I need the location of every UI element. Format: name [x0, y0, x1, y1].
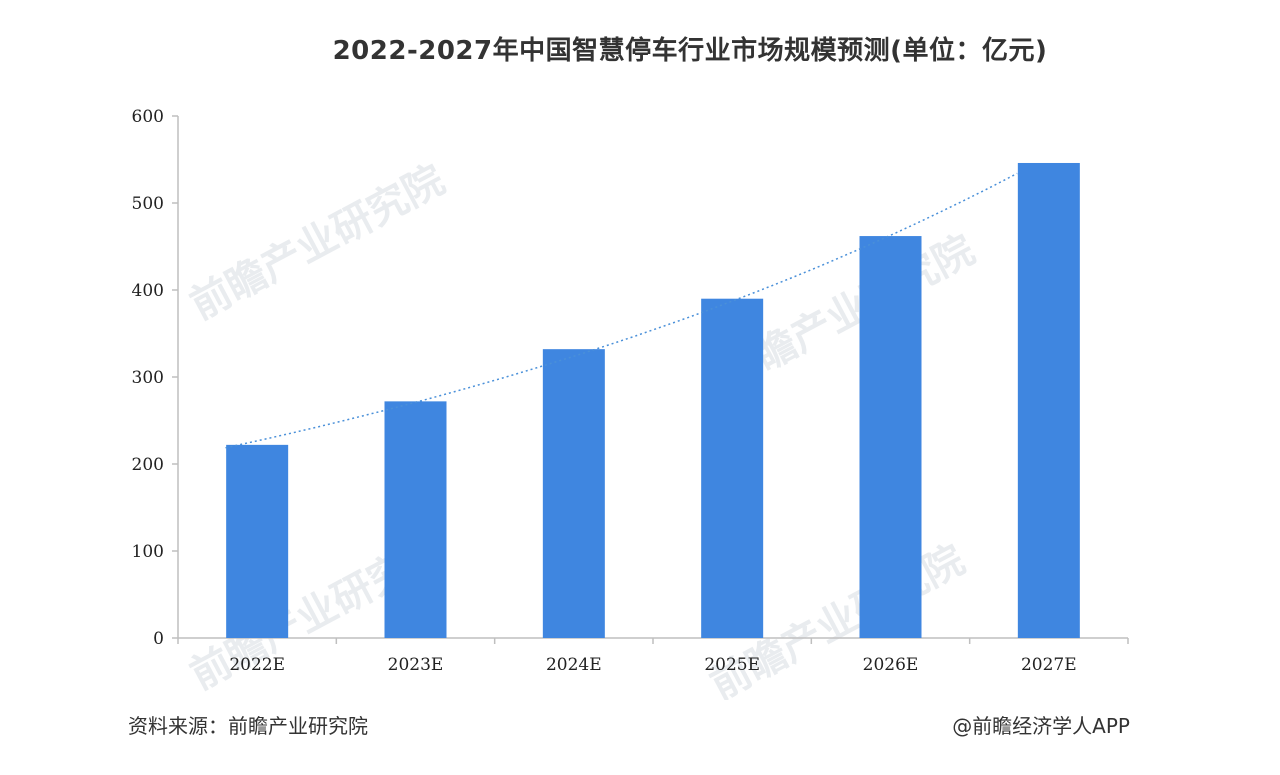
- source-note: 资料来源：前瞻产业研究院: [128, 714, 368, 738]
- y-tick-label: 0: [153, 629, 164, 649]
- bar-series: [226, 162, 1080, 639]
- x-tick-label: 2027E: [1021, 655, 1077, 675]
- y-tick-label: 200: [132, 455, 164, 475]
- y-tick-label: 100: [132, 542, 164, 562]
- bar-2026E: [859, 236, 922, 638]
- bar-2023E: [384, 401, 447, 638]
- x-tick-label: 2024E: [546, 655, 602, 675]
- bar-2025E: [701, 298, 764, 638]
- y-tick-labels: 0 100 200 300 400 500 600: [132, 107, 164, 649]
- x-tick-label: 2025E: [704, 655, 760, 675]
- chart-axes: [172, 115, 1129, 644]
- chart-title: 2022-2027年中国智慧停车行业市场规模预测(单位：亿元): [332, 36, 1048, 66]
- y-tick-label: 400: [132, 281, 164, 301]
- trendline-path: [225, 172, 1018, 449]
- bar-2027E: [1017, 162, 1080, 639]
- x-tick-label: 2022E: [229, 655, 285, 675]
- bar-2022E: [226, 444, 289, 638]
- trendline: [225, 172, 1018, 449]
- credit-note: @前瞻经济学人APP: [952, 714, 1130, 738]
- x-tick-label: 2023E: [388, 655, 444, 675]
- y-tick-label: 500: [132, 194, 164, 214]
- y-tick-label: 300: [132, 368, 164, 388]
- x-tick-label: 2026E: [863, 655, 919, 675]
- bar-2024E: [542, 349, 605, 638]
- x-tick-labels: 2022E 2023E 2024E 2025E 2026E 2027E: [229, 655, 1076, 675]
- y-tick-label: 600: [132, 107, 164, 127]
- watermark-text: 前瞻产业研究院: [183, 157, 452, 329]
